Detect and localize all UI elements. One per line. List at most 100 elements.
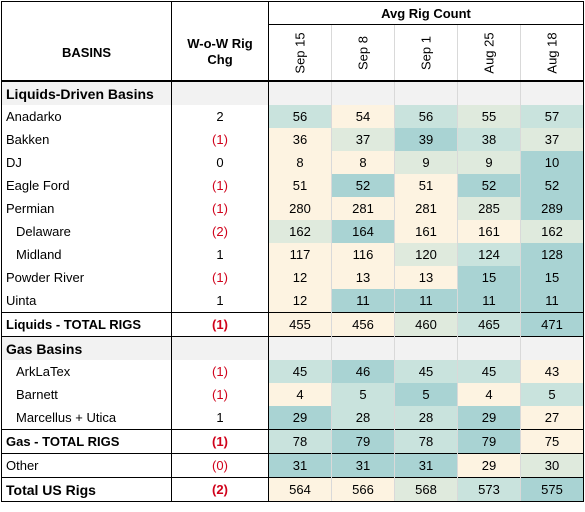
- rig-count-cell: 13: [394, 266, 458, 289]
- rig-count-cell: 43: [520, 360, 584, 383]
- basin-name: Permian: [1, 197, 172, 220]
- wow-change: (1): [171, 266, 269, 289]
- rig-count-cell: 471: [520, 312, 584, 337]
- table-row: Uinta 1 12 11 11 11 11: [1, 289, 584, 313]
- header-blank-basins: [1, 1, 172, 25]
- rig-count-cell: 11: [457, 289, 521, 313]
- rig-count-cell: [394, 80, 458, 105]
- rig-count-cell: [268, 80, 332, 105]
- table-row: Permian (1) 280 281 281 285 289: [1, 197, 584, 220]
- date-header-sep-1: Sep 1: [394, 24, 458, 81]
- wow-change: (1): [171, 360, 269, 383]
- rig-count-cell: 575: [520, 477, 584, 502]
- table-row: Eagle Ford (1) 51 52 51 52 52: [1, 174, 584, 197]
- rig-count-cell: 9: [457, 151, 521, 174]
- table-row: Bakken (1) 36 37 39 38 37: [1, 128, 584, 151]
- rig-count-cell: 15: [457, 266, 521, 289]
- basin-name: Liquids - TOTAL RIGS: [1, 312, 172, 337]
- rig-count-cell: 117: [268, 243, 332, 266]
- rig-count-cell: 455: [268, 312, 332, 337]
- rig-count-cell: 56: [268, 105, 332, 128]
- header-blank-wow: [171, 1, 269, 25]
- basin-name: Bakken: [1, 128, 172, 151]
- basin-name: Other: [1, 453, 172, 478]
- rig-count-cell: 75: [520, 429, 584, 454]
- table-row: Anadarko 2 56 54 56 55 57: [1, 105, 584, 128]
- date-header-sep-15: Sep 15: [268, 24, 332, 81]
- rig-count-cell: 9: [394, 151, 458, 174]
- rig-count-cell: 78: [268, 429, 332, 454]
- rig-count-cell: [457, 80, 521, 105]
- wow-change: 1: [171, 406, 269, 430]
- rig-count-cell: 8: [268, 151, 332, 174]
- rig-count-cell: 37: [520, 128, 584, 151]
- rig-count-cell: 10: [520, 151, 584, 174]
- wow-change: (2): [171, 220, 269, 243]
- rig-count-cell: 45: [457, 360, 521, 383]
- rig-count-cell: 124: [457, 243, 521, 266]
- rig-count-cell: 29: [268, 406, 332, 430]
- basin-name: Eagle Ford: [1, 174, 172, 197]
- wow-change: (1): [171, 312, 269, 337]
- rig-count-cell: 164: [331, 220, 395, 243]
- rig-count-cell: 564: [268, 477, 332, 502]
- basin-name: Total US Rigs: [1, 477, 172, 502]
- table-row: Other (0) 31 31 31 29 30: [1, 453, 584, 478]
- table-row: Delaware (2) 162 164 161 161 162: [1, 220, 584, 243]
- rig-count-cell: 5: [394, 383, 458, 406]
- rig-count-cell: 5: [520, 383, 584, 406]
- rig-count-cell: 8: [331, 151, 395, 174]
- rig-count-cell: 566: [331, 477, 395, 502]
- rig-count-cell: 116: [331, 243, 395, 266]
- rig-count-cell: 573: [457, 477, 521, 502]
- rig-count-cell: 11: [331, 289, 395, 313]
- table-row: Barnett (1) 4 5 5 4 5: [1, 383, 584, 406]
- avg-rig-count-title: Avg Rig Count: [268, 1, 584, 25]
- rig-count-cell: 51: [268, 174, 332, 197]
- rig-count-cell: 4: [268, 383, 332, 406]
- basin-name: ArkLaTex: [1, 360, 172, 383]
- rig-count-cell: 79: [457, 429, 521, 454]
- rig-count-cell: 465: [457, 312, 521, 337]
- rig-count-cell: 456: [331, 312, 395, 337]
- wow-header-line1: W-o-W Rig: [187, 36, 253, 51]
- wow-column-header: W-o-W Rig Chg: [171, 24, 269, 81]
- rig-count-cell: 45: [394, 360, 458, 383]
- rig-count-cell: 161: [394, 220, 458, 243]
- total-row: Total US Rigs (2) 564 566 568 573 575: [1, 477, 584, 502]
- basin-name: Barnett: [1, 383, 172, 406]
- table-row: DJ 0 8 8 9 9 10: [1, 151, 584, 174]
- rig-count-cell: 120: [394, 243, 458, 266]
- rig-count-cell: 12: [268, 289, 332, 313]
- rig-count-cell: 4: [457, 383, 521, 406]
- wow-change: (0): [171, 453, 269, 478]
- rig-count-cell: 56: [394, 105, 458, 128]
- rig-count-cell: 29: [457, 453, 521, 478]
- wow-change: (1): [171, 197, 269, 220]
- rig-count-cell: 30: [520, 453, 584, 478]
- rig-count-cell: [331, 80, 395, 105]
- rig-count-cell: 31: [268, 453, 332, 478]
- basins-column-header: BASINS: [1, 24, 172, 81]
- section-row: Liquids-Driven Basins: [1, 80, 584, 105]
- basin-name: Gas Basins: [1, 336, 172, 360]
- rig-count-cell: 281: [331, 197, 395, 220]
- rig-count-cell: 5: [331, 383, 395, 406]
- rig-count-cell: 37: [331, 128, 395, 151]
- rig-count-cell: 57: [520, 105, 584, 128]
- wow-change: 0: [171, 151, 269, 174]
- rig-count-cell: 13: [331, 266, 395, 289]
- table-row: ArkLaTex (1) 45 46 45 45 43: [1, 360, 584, 383]
- table-row: Midland 1 117 116 120 124 128: [1, 243, 584, 266]
- date-header-aug-18: Aug 18: [520, 24, 584, 81]
- wow-header-line2: Chg: [207, 52, 233, 68]
- rig-count-cell: 15: [520, 266, 584, 289]
- wow-change: (1): [171, 128, 269, 151]
- rig-count-cell: 55: [457, 105, 521, 128]
- basin-name: Gas - TOTAL RIGS: [1, 429, 172, 454]
- rig-count-cell: 12: [268, 266, 332, 289]
- rig-count-cell: 36: [268, 128, 332, 151]
- rig-count-cell: [331, 336, 395, 360]
- rig-count-table: Avg Rig Count BASINS W-o-W Rig Chg Sep 1…: [1, 1, 584, 502]
- rig-count-cell: 39: [394, 128, 458, 151]
